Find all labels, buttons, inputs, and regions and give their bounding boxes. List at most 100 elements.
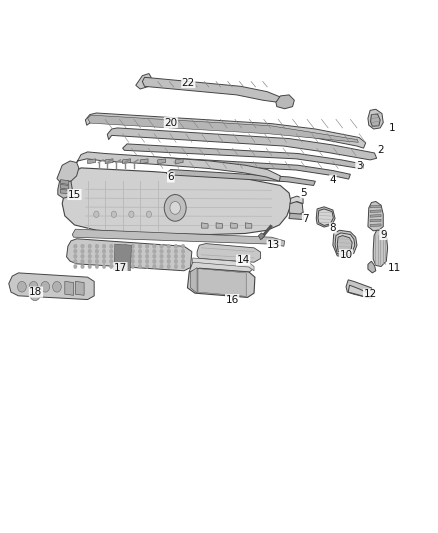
- Polygon shape: [370, 205, 381, 208]
- Polygon shape: [166, 169, 315, 185]
- Polygon shape: [67, 239, 192, 271]
- Polygon shape: [114, 244, 131, 271]
- Polygon shape: [318, 209, 333, 225]
- Polygon shape: [335, 233, 355, 255]
- Circle shape: [152, 264, 156, 269]
- Circle shape: [167, 249, 170, 254]
- Circle shape: [95, 264, 99, 269]
- Circle shape: [181, 259, 185, 263]
- Polygon shape: [193, 258, 254, 271]
- Polygon shape: [348, 285, 368, 297]
- Polygon shape: [72, 229, 285, 246]
- Circle shape: [160, 244, 163, 248]
- Polygon shape: [371, 114, 380, 126]
- Text: 20: 20: [164, 118, 177, 127]
- Circle shape: [131, 264, 134, 269]
- Text: 22: 22: [182, 78, 195, 87]
- Circle shape: [145, 264, 149, 269]
- Polygon shape: [57, 161, 79, 183]
- Polygon shape: [198, 269, 246, 296]
- Polygon shape: [58, 181, 72, 198]
- Circle shape: [124, 244, 127, 248]
- Circle shape: [53, 281, 61, 292]
- Circle shape: [110, 264, 113, 269]
- Polygon shape: [60, 180, 69, 184]
- Circle shape: [117, 254, 120, 259]
- Circle shape: [117, 244, 120, 248]
- Circle shape: [138, 244, 142, 248]
- Circle shape: [167, 254, 170, 259]
- Circle shape: [74, 264, 77, 269]
- Text: 16: 16: [226, 295, 239, 304]
- Text: 5: 5: [300, 188, 307, 198]
- Circle shape: [181, 254, 185, 259]
- Polygon shape: [289, 201, 303, 216]
- Circle shape: [102, 259, 106, 263]
- Circle shape: [174, 249, 178, 254]
- Text: 15: 15: [68, 190, 81, 199]
- Circle shape: [95, 249, 99, 254]
- Text: 2: 2: [378, 146, 385, 155]
- Circle shape: [152, 259, 156, 263]
- Text: 1: 1: [389, 123, 396, 133]
- Text: 18: 18: [29, 287, 42, 297]
- Circle shape: [124, 264, 127, 269]
- Circle shape: [41, 281, 49, 292]
- Polygon shape: [258, 233, 265, 240]
- Circle shape: [29, 281, 38, 292]
- Circle shape: [117, 249, 120, 254]
- Polygon shape: [123, 144, 364, 169]
- Circle shape: [88, 254, 92, 259]
- Text: 14: 14: [237, 255, 250, 265]
- Circle shape: [88, 244, 92, 248]
- Polygon shape: [316, 207, 335, 227]
- Polygon shape: [368, 261, 376, 273]
- Circle shape: [110, 259, 113, 263]
- Circle shape: [160, 249, 163, 254]
- Circle shape: [160, 254, 163, 259]
- Circle shape: [145, 259, 149, 263]
- Circle shape: [167, 264, 170, 269]
- Polygon shape: [142, 77, 280, 102]
- Polygon shape: [75, 281, 84, 295]
- Polygon shape: [231, 223, 237, 228]
- Polygon shape: [373, 230, 388, 266]
- Circle shape: [18, 281, 26, 292]
- Circle shape: [102, 244, 106, 248]
- Circle shape: [174, 264, 178, 269]
- Polygon shape: [105, 159, 113, 164]
- Circle shape: [164, 195, 186, 221]
- Polygon shape: [370, 210, 381, 213]
- Polygon shape: [201, 223, 208, 228]
- Circle shape: [110, 254, 113, 259]
- Text: 3: 3: [356, 161, 363, 171]
- Text: 7: 7: [302, 214, 309, 223]
- Polygon shape: [77, 152, 280, 181]
- Circle shape: [111, 211, 117, 217]
- Circle shape: [131, 254, 134, 259]
- Circle shape: [74, 259, 77, 263]
- Circle shape: [138, 264, 142, 269]
- Circle shape: [88, 259, 92, 263]
- Circle shape: [145, 249, 149, 254]
- Circle shape: [110, 244, 113, 248]
- Circle shape: [88, 249, 92, 254]
- Polygon shape: [145, 157, 350, 179]
- Circle shape: [117, 264, 120, 269]
- Circle shape: [131, 259, 134, 263]
- Polygon shape: [9, 273, 94, 300]
- Text: 12: 12: [364, 289, 377, 299]
- Circle shape: [30, 288, 40, 301]
- Polygon shape: [368, 109, 383, 129]
- Polygon shape: [197, 244, 261, 262]
- Circle shape: [124, 249, 127, 254]
- Circle shape: [131, 249, 134, 254]
- Polygon shape: [289, 213, 304, 220]
- Text: 6: 6: [167, 172, 174, 182]
- Circle shape: [138, 259, 142, 263]
- Text: 11: 11: [388, 263, 401, 272]
- Circle shape: [95, 244, 99, 248]
- Circle shape: [74, 249, 77, 254]
- Circle shape: [95, 259, 99, 263]
- Circle shape: [152, 254, 156, 259]
